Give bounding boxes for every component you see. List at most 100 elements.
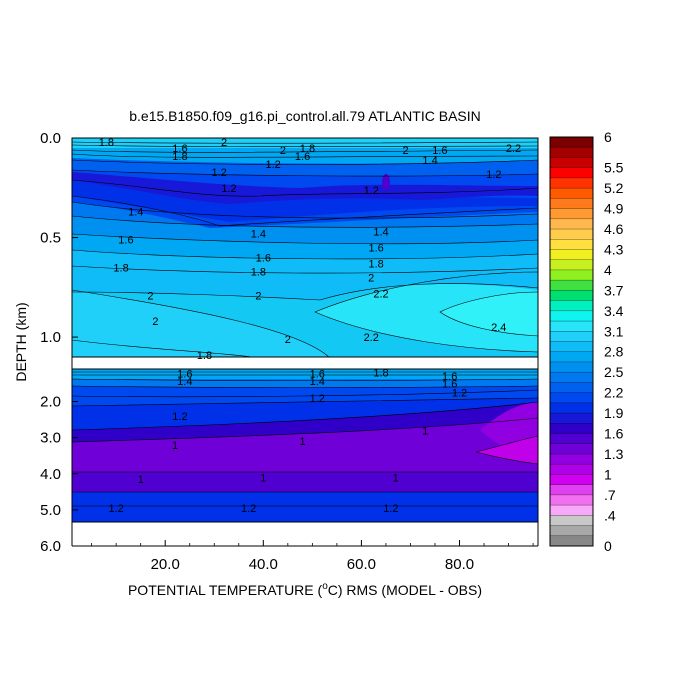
contour-label: 1.4 [177, 376, 192, 388]
x-tick-label: 20.0 [151, 556, 180, 573]
contour-label: 1.2 [383, 503, 398, 515]
colorbar: 6 5.5 5.2 4.9 4.6 4.3 4 3.7 3.4 3.1 2.8 2.5 2.2 1.9 1.… [549, 129, 624, 554]
colorbar-label: 4 [604, 262, 612, 278]
contour-label: 1.8 [197, 350, 212, 362]
colorbar-swatch [550, 453, 593, 465]
contour-label: 2.2 [373, 288, 388, 300]
colorbar-label: 3.4 [604, 303, 624, 319]
colorbar-swatch [550, 515, 593, 526]
colorbar-swatch [550, 198, 593, 209]
colorbar-swatch [550, 331, 593, 342]
contour-label: 1.4 [251, 229, 266, 241]
colorbar-swatch [550, 382, 593, 394]
contour-label: 1.2 [486, 169, 501, 181]
contour-label: 1 [299, 436, 305, 448]
colorbar-swatch [550, 269, 593, 281]
colorbar-swatch [550, 218, 593, 230]
contour-label: 1.2 [212, 167, 227, 179]
y-tick-label: 0.0 [40, 130, 61, 147]
contour-label: 2 [402, 145, 408, 157]
contour-label: 1 [422, 425, 428, 437]
contour-label: 1.8 [373, 368, 388, 380]
x-tick-label: 80.0 [445, 556, 474, 573]
contour-label: 2.2 [364, 332, 379, 344]
y-tick-label: 6.0 [40, 538, 61, 555]
colorbar-swatch [550, 351, 593, 363]
colorbar-label: 2.5 [604, 364, 624, 380]
colorbar-swatch [550, 249, 593, 261]
contour-label: 2.2 [506, 143, 521, 155]
contour-label: 1.6 [256, 252, 271, 264]
colorbar-label: 4.3 [604, 241, 624, 257]
colorbar-label: 3.1 [604, 323, 624, 339]
contour-label: 1.8 [99, 137, 114, 149]
contour-label: 2 [152, 316, 158, 328]
contour-label: 1.6 [432, 145, 447, 157]
colorbar-label: .4 [604, 507, 616, 523]
y-axis-label: DEPTH (km) [13, 302, 29, 381]
colorbar-swatch [550, 464, 593, 475]
colorbar-swatch [550, 474, 593, 486]
upper-panel-fill [72, 138, 538, 357]
contour-label: 1.6 [442, 371, 457, 383]
contour-label: 1.4 [422, 155, 437, 167]
contour-label: 1.6 [177, 368, 192, 380]
contour-label: 1.8 [300, 143, 315, 155]
colorbar-swatch [550, 372, 593, 383]
colorbar-swatch [550, 177, 593, 189]
y-tick-label: 0.5 [40, 230, 61, 247]
contour-label: 1.4 [310, 376, 325, 388]
y-tick-label: 2.0 [40, 394, 61, 411]
contour-label: 2.4 [491, 322, 506, 334]
colorbar-swatch [550, 505, 593, 516]
contour-labels: 1.8 21.61.8 2 1.81.61.22 1.61.42.21.21.21.2 1… [99, 137, 521, 515]
upper-y-axis: 0.0 0.5 1.0 [40, 130, 78, 346]
colorbar-swatch [550, 341, 593, 353]
contour-label: 1 [393, 472, 399, 484]
colorbar-swatch [550, 535, 593, 547]
y-tick-label: 4.0 [40, 466, 61, 483]
contour-label: 2 [255, 290, 261, 302]
contour-label: 1.2 [221, 183, 236, 195]
colorbar-label: 5.5 [604, 160, 624, 176]
contour-label: 1.4 [373, 227, 388, 239]
contour-label: 1 [260, 472, 266, 484]
contour-label: 1.6 [118, 235, 133, 247]
upper-panel-frame [71, 137, 539, 358]
contour-label: 1 [138, 474, 144, 486]
y-tick-label: 3.0 [40, 430, 61, 447]
x-axis: 20.0 40.0 60.0 80.0 [71, 357, 539, 573]
colorbar-swatch [550, 402, 593, 414]
colorbar-label: 1.9 [604, 405, 624, 421]
contour-label: 1.2 [108, 503, 123, 515]
x-tick-label: 60.0 [347, 556, 376, 573]
contour-label: 1.2 [364, 185, 379, 197]
colorbar-swatch [550, 494, 593, 506]
lower-panel-fill [72, 369, 538, 522]
colorbar-swatch [550, 259, 593, 271]
x-axis-label: POTENTIAL TEMPERATURE (oC) RMS (MODEL - … [128, 581, 482, 598]
contour-label: 2 [280, 145, 286, 157]
contour-label: 1 [172, 440, 178, 452]
colorbar-label: 2.8 [604, 344, 624, 360]
contour-label: 1.2 [172, 411, 187, 423]
contour-label: 2 [147, 290, 153, 302]
colorbar-label: 2.2 [604, 385, 624, 401]
contour-label: 1.2 [241, 503, 256, 515]
contour-label: 1.6 [295, 151, 310, 163]
contour-label: 1.6 [172, 143, 187, 155]
contour-label: 1.8 [368, 258, 383, 270]
colorbar-swatch [550, 300, 593, 312]
colorbar-label: 0 [604, 538, 612, 554]
colorbar-swatch [550, 361, 593, 373]
colorbar-swatch [550, 525, 593, 537]
colorbar-swatch [550, 423, 593, 434]
colorbar-label: 6 [604, 129, 612, 145]
contour-label: 1.8 [113, 262, 128, 274]
colorbar-swatch [550, 167, 593, 179]
colorbar-swatch [550, 239, 593, 250]
colorbar-swatch [550, 137, 593, 148]
lower-panel: 2.0 3.0 4.0 5.0 6.0 [40, 368, 539, 555]
y-tick-label: 5.0 [40, 502, 61, 519]
x-tick-label: 40.0 [249, 556, 278, 573]
